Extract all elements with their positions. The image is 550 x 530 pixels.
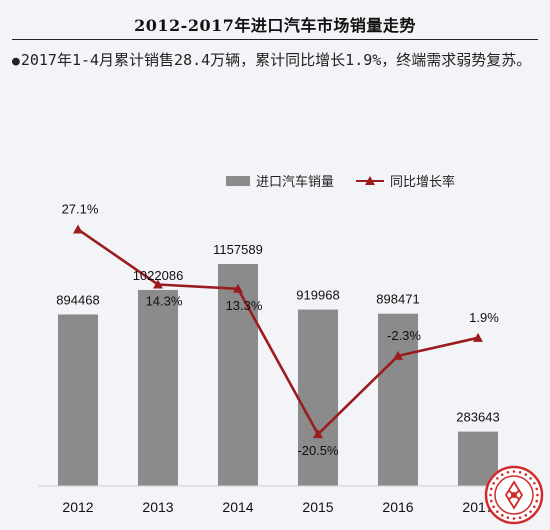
legend-line-label: 同比增长率 [390, 174, 455, 190]
legend-bar-label: 进口汽车销量 [256, 174, 334, 190]
growth-rate-point-2012 [73, 224, 83, 234]
x-axis-ticks: 2012 2013 2014 2015 2016 2017 [62, 499, 493, 515]
bar-series [58, 264, 498, 486]
x-tick-2016: 2016 [382, 499, 413, 515]
x-tick-2015: 2015 [302, 499, 333, 515]
university-seal-icon [484, 465, 544, 525]
growth-rate-point-2015 [313, 429, 323, 439]
bar-value-label-2014: 1157589 [213, 242, 263, 257]
growth-rate-point-2014 [233, 283, 243, 293]
bar-value-label-2017: 283643 [456, 410, 499, 425]
bar-2014 [218, 264, 258, 486]
bar-2016 [378, 313, 418, 486]
legend-bar-swatch [226, 176, 250, 186]
growth-rate-label-2014: 13.3% [226, 298, 263, 313]
bar-2012 [58, 314, 98, 486]
growth-rate-label-2012: 27.1% [62, 201, 99, 216]
growth-rate-point-2016 [393, 350, 403, 360]
x-tick-2012: 2012 [62, 499, 93, 515]
bar-value-label-2013: 1022086 [133, 268, 184, 283]
bar-2013 [138, 289, 178, 486]
growth-rate-point-2017 [473, 332, 483, 342]
growth-rate-series [73, 224, 483, 439]
bar-value-label-2016: 898471 [376, 292, 419, 307]
growth-rate-line [77, 228, 479, 436]
subtitle-text: 2017年1-4月累计销售28.4万辆，累计同比增长1.9%，终端需求弱势复苏。 [20, 51, 532, 69]
data-labels: 894468 1022086 1157589 919968 898471 283643 27… [56, 201, 499, 458]
growth-rate-label-2013: 14.3% [146, 294, 183, 309]
x-tick-2014: 2014 [222, 499, 253, 515]
x-tick-2013: 2013 [142, 499, 173, 515]
bullet-icon: ● [12, 54, 20, 69]
chart-subtitle: ●2017年1-4月累计销售28.4万辆，累计同比增长1.9%，终端需求弱势复苏… [12, 48, 538, 74]
title-divider [12, 39, 538, 40]
legend: 进口汽车销量 同比增长率 [226, 174, 455, 190]
growth-rate-label-2017: 1.9% [469, 310, 499, 325]
bar-value-label-2012: 894468 [56, 292, 99, 307]
growth-rate-label-2015: -20.5% [297, 443, 339, 458]
bar-value-label-2015: 919968 [296, 288, 339, 303]
bar-2015 [298, 309, 338, 486]
growth-rate-point-2013 [153, 279, 163, 289]
chart-title: 2012-2017年进口汽车市场销量走势 [134, 16, 416, 35]
legend-line-marker [365, 176, 375, 185]
growth-rate-label-2016: -2.3% [387, 328, 421, 343]
